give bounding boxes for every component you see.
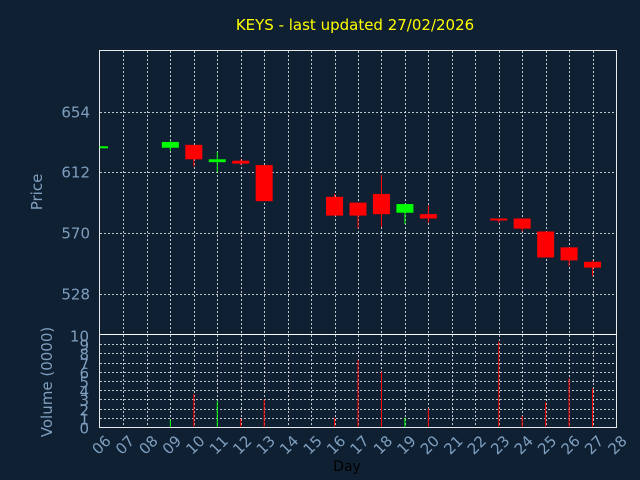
candle-20 [419,205,437,223]
candle-body-06 [100,146,108,149]
candle-body-16 [326,196,344,216]
candle-body-19 [396,204,414,213]
candle-13 [255,165,273,202]
volume-y-tick-4: 4 [79,383,89,401]
candle-body-26 [560,247,578,261]
price-gridlines [100,51,616,334]
volume-y-tick-6: 6 [79,365,89,383]
candle-27 [584,260,602,277]
price-y-tick-labels: 528 570 612 654 [61,104,90,304]
candle-10 [185,144,203,167]
candle-19 [396,204,414,225]
candle-body-13 [255,165,273,202]
candle-body-12 [232,160,250,164]
x-tick-labels: 0607080910111213141516171819202122232425… [89,432,631,458]
candle-body-25 [537,231,555,258]
candle-17 [349,202,367,229]
x-axis-label: Day [333,459,361,475]
volume-y-tick-1: 1 [79,411,89,429]
volume-y-tick-5: 5 [79,374,89,392]
candle-16 [326,193,344,216]
price-panel: 528 570 612 654 Price [28,50,617,335]
candle-25 [537,231,555,258]
candle-06 [99,146,108,149]
candle-18 [372,175,390,228]
candle-body-17 [349,202,367,216]
candle-body-09 [161,141,179,148]
candle-body-18 [372,193,390,215]
price-y-tick-654: 654 [61,104,90,122]
price-y-tick-612: 612 [61,164,90,182]
volume-y-tick-7: 7 [79,356,89,374]
chart-title: KEYS - last updated 27/02/2026 [236,16,474,34]
price-y-tick-570: 570 [61,225,90,243]
volume-bars [169,341,594,427]
candle-body-20 [419,214,437,219]
volume-y-tick-8: 8 [79,346,89,364]
volume-y-tick-9: 9 [79,337,89,355]
volume-panel-frame [99,334,617,428]
candles [99,140,602,277]
volume-y-axis-label: Volume (0000) [38,327,56,437]
candle-24 [513,218,531,232]
candle-11 [208,152,226,173]
candle-09 [161,140,179,151]
candle-body-10 [185,144,203,160]
candle-body-11 [208,159,226,163]
price-y-axis-label: Price [28,174,46,211]
candle-body-27 [584,261,602,268]
candle-12 [232,159,250,166]
price-y-tick-528: 528 [61,286,90,304]
candle-23 [490,218,508,223]
volume-y-tick-3: 3 [79,392,89,410]
volume-y-tick-10: 10 [70,328,89,346]
candle-body-24 [513,218,531,229]
volume-y-tick-2: 2 [79,402,89,420]
candle-26 [560,247,578,267]
candle-body-23 [490,218,508,221]
volume-y-tick-0: 0 [79,420,89,438]
